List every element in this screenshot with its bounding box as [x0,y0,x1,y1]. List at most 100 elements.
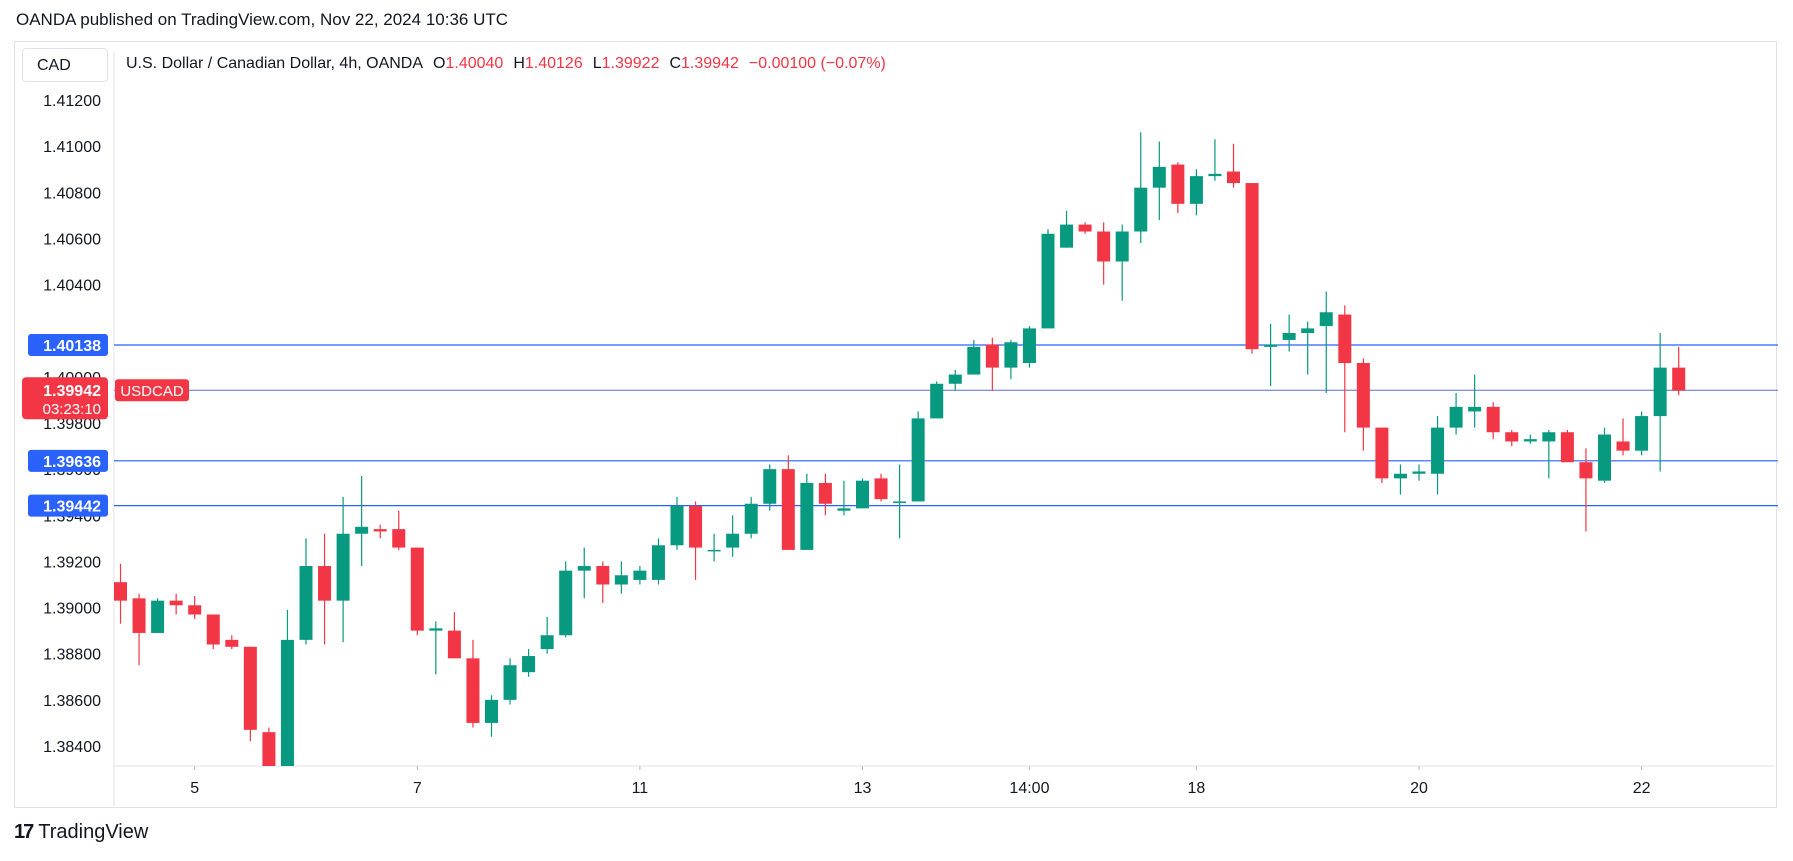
candle-body-up[interactable] [503,665,517,700]
candle-body-up[interactable] [299,566,313,640]
candle-body-up[interactable] [837,508,851,511]
candle-body-up[interactable] [1004,342,1018,368]
candle-body-up[interactable] [1319,312,1333,327]
candle-body-down[interactable] [1097,231,1111,262]
candle-body-up[interactable] [930,383,944,419]
candle-body-up[interactable] [948,374,962,384]
y-tick-label: 1.39200 [43,554,101,571]
candle-body-down[interactable] [1078,224,1092,232]
candle-body-up[interactable] [893,501,907,503]
price-level-label-bg [28,494,108,517]
candle-body-down[interactable] [392,529,406,548]
x-tick-label: 20 [1410,780,1428,797]
y-tick-label: 1.40400 [43,278,101,295]
candle-body-up[interactable] [429,628,443,631]
candle-body-up[interactable] [151,600,165,633]
candle-body-up[interactable] [1542,432,1556,442]
candle-body-down[interactable] [985,344,999,368]
candle-body-down[interactable] [447,630,461,659]
candle-body-down[interactable] [318,566,332,601]
candle-body-up[interactable] [485,699,498,723]
candle-body-down[interactable] [225,639,239,647]
candle-body-up[interactable] [1412,471,1426,474]
candle-body-up[interactable] [1523,439,1537,442]
candle-body-down[interactable] [1505,432,1519,442]
candle-body-up[interactable] [1468,406,1482,412]
candle-body-up[interactable] [336,533,350,601]
candle-body-down[interactable] [1338,314,1352,364]
candle-body-up[interactable] [1152,166,1166,188]
candle-body-up[interactable] [1060,224,1074,248]
candle-body-up[interactable] [1431,427,1445,474]
candle-body-down[interactable] [1560,432,1574,463]
candle-body-down[interactable] [114,582,127,601]
candle-body-down[interactable] [596,566,610,585]
candle-body-up[interactable] [522,656,536,673]
candle-body-down[interactable] [1579,462,1593,479]
candle-body-down[interactable] [466,658,480,723]
candle-body-down[interactable] [410,547,424,631]
symbol-tag-bg [115,379,189,402]
candle-body-down[interactable] [262,732,276,771]
candle-body-down[interactable] [818,482,832,504]
high-value: 1.40126 [524,55,583,72]
candle-body-up[interactable] [1282,333,1296,340]
candle-body-up[interactable] [577,566,591,571]
candle-body-down[interactable] [132,598,146,633]
candle-body-down[interactable] [874,478,888,500]
candle-body-up[interactable] [1264,344,1278,347]
candle-body-down[interactable] [1486,406,1500,433]
candle-body-up[interactable] [707,549,721,552]
candle-body-up[interactable] [280,639,294,772]
price-level-label: 1.40138 [43,338,101,355]
candle-body-up[interactable] [1208,173,1222,177]
candle-body-down[interactable] [243,646,257,730]
tradingview-logo-icon: 17 [14,821,34,843]
candle-body-up[interactable] [1393,473,1407,479]
candle-body-up[interactable] [856,480,869,509]
candle-body-down[interactable] [1171,164,1185,204]
candle-body-up[interactable] [1653,367,1667,417]
candle-body-up[interactable] [967,346,981,375]
x-tick-label: 22 [1633,780,1651,797]
candle-body-up[interactable] [540,635,554,650]
candle-body-up[interactable] [911,418,925,502]
candle-body-up[interactable] [355,526,369,534]
candle-body-up[interactable] [763,469,777,504]
candle-body-down[interactable] [1227,171,1240,184]
y-tick-label: 1.38400 [43,739,101,756]
candle-body-down[interactable] [1672,367,1686,391]
current-price-value: 1.39942 [43,383,101,400]
candle-body-down[interactable] [1245,183,1259,350]
candle-body-up[interactable] [1301,328,1315,334]
candle-body-up[interactable] [1449,406,1463,428]
currency-selector[interactable]: CAD [22,48,108,82]
candle-body-up[interactable] [1598,434,1611,481]
candle-body-down[interactable] [169,600,183,606]
candle-body-up[interactable] [726,533,740,548]
candle-body-up[interactable] [614,575,628,585]
candle-body-up[interactable] [670,506,684,546]
candle-body-up[interactable] [1115,231,1129,262]
candle-body-up[interactable] [744,503,758,534]
candle-body-down[interactable] [1356,363,1370,428]
candle-body-down[interactable] [781,469,795,550]
candle-body-up[interactable] [1022,328,1036,364]
candle-body-down[interactable] [373,529,387,532]
candle-body-up[interactable] [651,545,665,580]
candle-body-up[interactable] [1189,176,1203,204]
current-price-label-bg [22,377,108,420]
candle-body-down[interactable] [1616,441,1630,451]
candle-body-up[interactable] [1134,187,1148,232]
candle-body-up[interactable] [633,570,647,580]
candle-body-up[interactable] [1635,416,1649,451]
candle-body-down[interactable] [188,605,202,615]
candle-body-up[interactable] [559,570,573,636]
candle-body-down[interactable] [1375,427,1389,479]
y-tick-label: 1.39000 [43,601,101,618]
candle-body-down[interactable] [206,614,220,645]
candle-body-down[interactable] [689,506,703,548]
candle-body-up[interactable] [800,482,814,550]
candle-body-up[interactable] [1041,233,1055,329]
